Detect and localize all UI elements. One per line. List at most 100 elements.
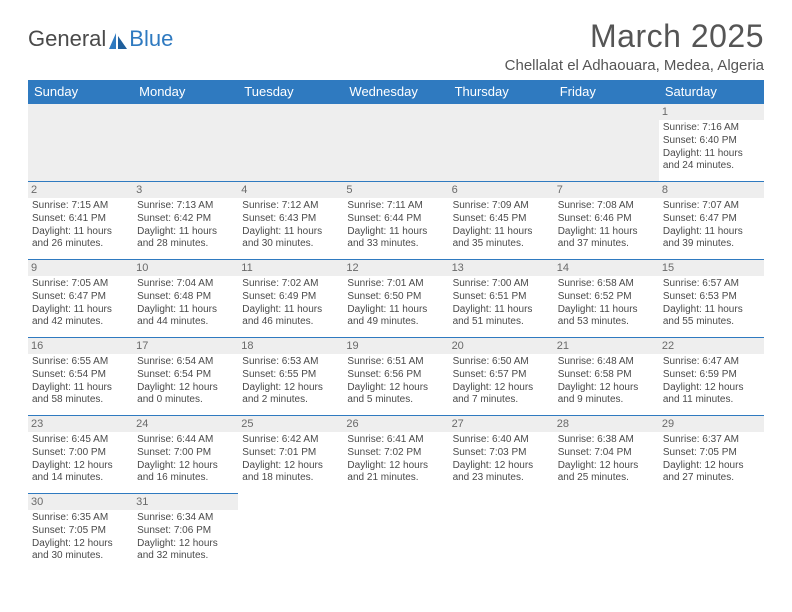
sunset-text: Sunset: 6:54 PM bbox=[32, 369, 129, 382]
daylight-text: Daylight: 12 hours and 14 minutes. bbox=[32, 460, 129, 486]
logo-text-2: Blue bbox=[129, 26, 173, 52]
day-number: 31 bbox=[133, 494, 238, 510]
daylight-text: Daylight: 12 hours and 9 minutes. bbox=[558, 382, 655, 408]
day-number: 22 bbox=[659, 338, 764, 354]
sunrise-text: Sunrise: 6:44 AM bbox=[137, 434, 234, 447]
sunrise-text: Sunrise: 6:54 AM bbox=[137, 356, 234, 369]
calendar-day-cell: 2Sunrise: 7:15 AMSunset: 6:41 PMDaylight… bbox=[28, 182, 133, 260]
daylight-text: Daylight: 11 hours and 51 minutes. bbox=[453, 304, 550, 330]
sunrise-text: Sunrise: 7:12 AM bbox=[242, 200, 339, 213]
sunset-text: Sunset: 6:58 PM bbox=[558, 369, 655, 382]
calendar-day-cell: 24Sunrise: 6:44 AMSunset: 7:00 PMDayligh… bbox=[133, 416, 238, 494]
sunrise-text: Sunrise: 7:01 AM bbox=[347, 278, 444, 291]
day-number: 17 bbox=[133, 338, 238, 354]
calendar-day-cell: 23Sunrise: 6:45 AMSunset: 7:00 PMDayligh… bbox=[28, 416, 133, 494]
daylight-text: Daylight: 11 hours and 42 minutes. bbox=[32, 304, 129, 330]
calendar-day-cell: 8Sunrise: 7:07 AMSunset: 6:47 PMDaylight… bbox=[659, 182, 764, 260]
sunrise-text: Sunrise: 6:55 AM bbox=[32, 356, 129, 369]
calendar-header-row: SundayMondayTuesdayWednesdayThursdayFrid… bbox=[28, 80, 764, 104]
day-number: 11 bbox=[238, 260, 343, 276]
calendar-day-cell: 15Sunrise: 6:57 AMSunset: 6:53 PMDayligh… bbox=[659, 260, 764, 338]
sunrise-text: Sunrise: 7:15 AM bbox=[32, 200, 129, 213]
calendar-day-cell: 27Sunrise: 6:40 AMSunset: 7:03 PMDayligh… bbox=[449, 416, 554, 494]
sunrise-text: Sunrise: 6:41 AM bbox=[347, 434, 444, 447]
calendar-day-cell: 11Sunrise: 7:02 AMSunset: 6:49 PMDayligh… bbox=[238, 260, 343, 338]
daylight-text: Daylight: 11 hours and 39 minutes. bbox=[663, 226, 760, 252]
sunset-text: Sunset: 6:52 PM bbox=[558, 291, 655, 304]
day-number: 28 bbox=[554, 416, 659, 432]
sunrise-text: Sunrise: 7:04 AM bbox=[137, 278, 234, 291]
sunset-text: Sunset: 6:42 PM bbox=[137, 213, 234, 226]
sunrise-text: Sunrise: 6:37 AM bbox=[663, 434, 760, 447]
calendar-day-cell: 9Sunrise: 7:05 AMSunset: 6:47 PMDaylight… bbox=[28, 260, 133, 338]
sunrise-text: Sunrise: 6:40 AM bbox=[453, 434, 550, 447]
daylight-text: Daylight: 12 hours and 16 minutes. bbox=[137, 460, 234, 486]
calendar-day-cell: 22Sunrise: 6:47 AMSunset: 6:59 PMDayligh… bbox=[659, 338, 764, 416]
sunrise-text: Sunrise: 6:34 AM bbox=[137, 512, 234, 525]
calendar-day-cell: 17Sunrise: 6:54 AMSunset: 6:54 PMDayligh… bbox=[133, 338, 238, 416]
page-title: March 2025 bbox=[505, 18, 764, 55]
weekday-header: Monday bbox=[133, 80, 238, 104]
header: General Blue March 2025 Chellalat el Adh… bbox=[28, 18, 764, 74]
sunrise-text: Sunrise: 6:48 AM bbox=[558, 356, 655, 369]
calendar-empty-cell bbox=[133, 104, 238, 182]
calendar-day-cell: 7Sunrise: 7:08 AMSunset: 6:46 PMDaylight… bbox=[554, 182, 659, 260]
sunset-text: Sunset: 6:41 PM bbox=[32, 213, 129, 226]
sunrise-text: Sunrise: 7:05 AM bbox=[32, 278, 129, 291]
sunset-text: Sunset: 6:56 PM bbox=[347, 369, 444, 382]
sunrise-text: Sunrise: 6:58 AM bbox=[558, 278, 655, 291]
sunset-text: Sunset: 7:05 PM bbox=[32, 525, 129, 538]
sunset-text: Sunset: 7:04 PM bbox=[558, 447, 655, 460]
daylight-text: Daylight: 12 hours and 0 minutes. bbox=[137, 382, 234, 408]
daylight-text: Daylight: 12 hours and 27 minutes. bbox=[663, 460, 760, 486]
calendar-empty-cell bbox=[554, 494, 659, 572]
calendar-week-row: 1Sunrise: 7:16 AMSunset: 6:40 PMDaylight… bbox=[28, 104, 764, 182]
daylight-text: Daylight: 12 hours and 32 minutes. bbox=[137, 538, 234, 564]
sunset-text: Sunset: 6:49 PM bbox=[242, 291, 339, 304]
sunset-text: Sunset: 6:53 PM bbox=[663, 291, 760, 304]
sunset-text: Sunset: 6:50 PM bbox=[347, 291, 444, 304]
day-number: 10 bbox=[133, 260, 238, 276]
sunrise-text: Sunrise: 6:53 AM bbox=[242, 356, 339, 369]
sunrise-text: Sunrise: 7:02 AM bbox=[242, 278, 339, 291]
logo: General Blue bbox=[28, 26, 173, 52]
day-number: 19 bbox=[343, 338, 448, 354]
sunset-text: Sunset: 6:47 PM bbox=[32, 291, 129, 304]
sunset-text: Sunset: 6:55 PM bbox=[242, 369, 339, 382]
day-number: 5 bbox=[343, 182, 448, 198]
title-block: March 2025 Chellalat el Adhaouara, Medea… bbox=[505, 18, 764, 74]
sunrise-text: Sunrise: 6:50 AM bbox=[453, 356, 550, 369]
sunrise-text: Sunrise: 7:00 AM bbox=[453, 278, 550, 291]
day-number: 18 bbox=[238, 338, 343, 354]
day-number: 3 bbox=[133, 182, 238, 198]
day-number: 26 bbox=[343, 416, 448, 432]
calendar-day-cell: 28Sunrise: 6:38 AMSunset: 7:04 PMDayligh… bbox=[554, 416, 659, 494]
sunrise-text: Sunrise: 7:09 AM bbox=[453, 200, 550, 213]
day-number: 24 bbox=[133, 416, 238, 432]
calendar-empty-cell bbox=[343, 104, 448, 182]
daylight-text: Daylight: 11 hours and 33 minutes. bbox=[347, 226, 444, 252]
calendar-day-cell: 13Sunrise: 7:00 AMSunset: 6:51 PMDayligh… bbox=[449, 260, 554, 338]
calendar-day-cell: 30Sunrise: 6:35 AMSunset: 7:05 PMDayligh… bbox=[28, 494, 133, 572]
sunset-text: Sunset: 6:43 PM bbox=[242, 213, 339, 226]
day-number: 15 bbox=[659, 260, 764, 276]
day-number: 1 bbox=[659, 104, 764, 120]
calendar-empty-cell bbox=[554, 104, 659, 182]
calendar-day-cell: 19Sunrise: 6:51 AMSunset: 6:56 PMDayligh… bbox=[343, 338, 448, 416]
calendar-day-cell: 20Sunrise: 6:50 AMSunset: 6:57 PMDayligh… bbox=[449, 338, 554, 416]
day-number: 30 bbox=[28, 494, 133, 510]
sunset-text: Sunset: 6:48 PM bbox=[137, 291, 234, 304]
calendar-day-cell: 21Sunrise: 6:48 AMSunset: 6:58 PMDayligh… bbox=[554, 338, 659, 416]
day-number: 20 bbox=[449, 338, 554, 354]
calendar-day-cell: 25Sunrise: 6:42 AMSunset: 7:01 PMDayligh… bbox=[238, 416, 343, 494]
logo-text-1: General bbox=[28, 26, 106, 52]
weekday-header: Saturday bbox=[659, 80, 764, 104]
calendar-week-row: 23Sunrise: 6:45 AMSunset: 7:00 PMDayligh… bbox=[28, 416, 764, 494]
calendar-empty-cell bbox=[238, 494, 343, 572]
sunset-text: Sunset: 7:03 PM bbox=[453, 447, 550, 460]
sunset-text: Sunset: 7:05 PM bbox=[663, 447, 760, 460]
calendar-body: 1Sunrise: 7:16 AMSunset: 6:40 PMDaylight… bbox=[28, 104, 764, 572]
calendar-day-cell: 4Sunrise: 7:12 AMSunset: 6:43 PMDaylight… bbox=[238, 182, 343, 260]
daylight-text: Daylight: 12 hours and 30 minutes. bbox=[32, 538, 129, 564]
calendar-empty-cell bbox=[449, 104, 554, 182]
